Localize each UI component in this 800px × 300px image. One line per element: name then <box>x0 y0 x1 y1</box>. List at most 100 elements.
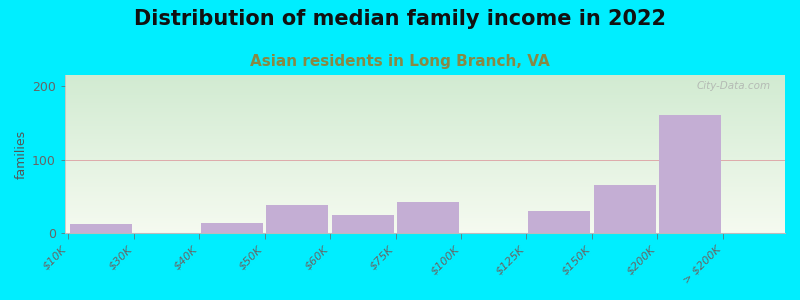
Bar <box>65 219 785 220</box>
Bar <box>65 131 785 132</box>
Bar <box>65 188 785 189</box>
Bar <box>65 164 785 165</box>
Bar <box>65 94 785 95</box>
Bar <box>65 161 785 162</box>
Bar <box>65 231 785 232</box>
Bar <box>65 75 785 76</box>
Bar <box>65 84 785 85</box>
Bar <box>65 129 785 130</box>
Bar <box>65 157 785 158</box>
Bar <box>65 107 785 108</box>
Bar <box>65 114 785 115</box>
Bar <box>65 199 785 200</box>
Bar <box>65 138 785 139</box>
Bar <box>65 79 785 80</box>
Bar <box>65 87 785 88</box>
Bar <box>65 223 785 224</box>
Bar <box>65 230 785 231</box>
Text: Distribution of median family income in 2022: Distribution of median family income in … <box>134 9 666 29</box>
Bar <box>65 136 785 137</box>
Bar <box>65 221 785 222</box>
Bar <box>65 175 785 176</box>
Bar <box>65 119 785 120</box>
Bar <box>65 113 785 114</box>
Bar <box>65 204 785 205</box>
Bar <box>65 152 785 153</box>
Bar <box>65 212 785 213</box>
Bar <box>65 158 785 159</box>
Bar <box>65 229 785 230</box>
Bar <box>65 162 785 163</box>
Bar <box>65 144 785 145</box>
Bar <box>65 228 785 229</box>
Bar <box>65 159 785 160</box>
Bar <box>65 172 785 173</box>
Bar <box>65 198 785 199</box>
Bar <box>65 143 785 144</box>
Bar <box>65 120 785 121</box>
Bar <box>659 116 721 233</box>
Bar <box>65 150 785 151</box>
Bar <box>65 192 785 193</box>
Bar <box>65 112 785 113</box>
Bar <box>65 227 785 228</box>
Bar <box>65 210 785 211</box>
Bar <box>65 213 785 214</box>
Bar <box>65 185 785 186</box>
Bar <box>65 183 785 184</box>
Bar <box>65 126 785 127</box>
Bar <box>65 222 785 223</box>
Bar <box>65 91 785 92</box>
Bar <box>65 205 785 206</box>
Bar <box>65 181 785 182</box>
Bar <box>65 209 785 210</box>
Bar <box>65 98 785 99</box>
Bar <box>65 163 785 164</box>
Bar <box>65 104 785 105</box>
Bar <box>70 224 132 233</box>
Bar <box>65 140 785 141</box>
Bar <box>65 174 785 175</box>
Bar <box>65 122 785 123</box>
Bar <box>65 197 785 198</box>
Bar <box>65 190 785 191</box>
Bar <box>65 81 785 82</box>
Bar <box>65 214 785 215</box>
Bar <box>65 100 785 101</box>
Bar <box>65 151 785 152</box>
Bar <box>65 142 785 143</box>
Bar <box>65 90 785 91</box>
Bar <box>65 207 785 208</box>
Bar <box>65 133 785 134</box>
Bar <box>65 201 785 202</box>
Bar <box>65 118 785 119</box>
Bar <box>65 160 785 161</box>
Bar <box>65 171 785 172</box>
Bar <box>65 206 785 207</box>
Bar <box>65 215 785 216</box>
Bar <box>65 170 785 171</box>
Bar <box>65 226 785 227</box>
Bar <box>65 96 785 97</box>
Bar <box>65 195 785 196</box>
Bar <box>65 153 785 154</box>
Bar <box>65 180 785 181</box>
Bar <box>65 108 785 109</box>
Bar <box>65 97 785 98</box>
Bar <box>65 123 785 124</box>
Bar <box>65 168 785 169</box>
Bar <box>65 85 785 86</box>
Bar <box>65 117 785 118</box>
Bar <box>65 110 785 111</box>
Bar <box>65 232 785 233</box>
Bar <box>65 220 785 221</box>
Bar <box>65 178 785 179</box>
Bar <box>65 101 785 102</box>
Bar <box>65 132 785 133</box>
Bar <box>65 208 785 209</box>
Bar <box>65 124 785 125</box>
Bar <box>65 135 785 136</box>
Text: City-Data.com: City-Data.com <box>697 81 770 91</box>
Bar <box>65 141 785 142</box>
Bar <box>65 103 785 104</box>
